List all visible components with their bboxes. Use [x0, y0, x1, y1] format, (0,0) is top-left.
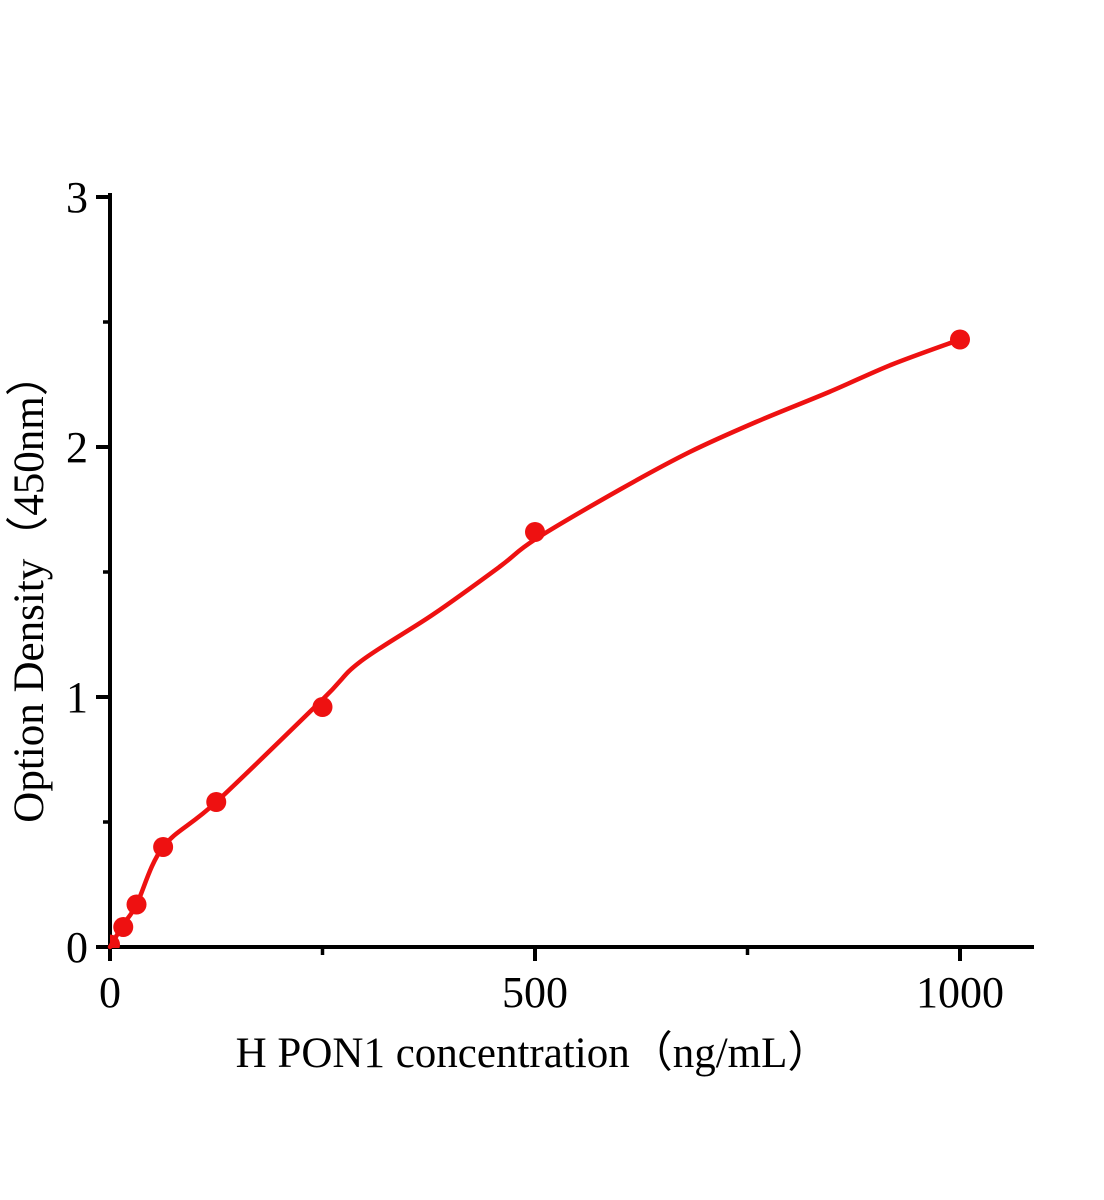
data-point-7 [950, 329, 970, 350]
data-points-0 [110, 329, 970, 948]
fit-curve-line-0 [107, 337, 963, 950]
data-point-1 [113, 917, 134, 937]
y-tick-label-2: 2 [66, 423, 88, 472]
data-point-6 [525, 522, 545, 542]
data-point-3 [153, 837, 174, 857]
tick-labels: 0 500 1000 0 1 2 3 [66, 173, 1004, 1017]
y-tick-label-1: 1 [66, 673, 88, 722]
data-point-2 [126, 894, 147, 915]
y-axis-title: Option Density（450nm） [6, 353, 53, 822]
x-tick-label-1: 500 [502, 968, 568, 1017]
data-point-4 [206, 792, 227, 812]
data-point-0 [110, 934, 120, 948]
x-axis-title: H PON1 concentration（ng/mL） [236, 1030, 831, 1077]
y-tick-label-3: 3 [66, 173, 88, 222]
axis-lines [108, 193, 1034, 949]
data-series [107, 329, 970, 950]
data-point-5 [312, 697, 333, 717]
axis-ticks [96, 195, 962, 961]
x-tick-label-0: 0 [99, 968, 121, 1017]
x-tick-label-2: 1000 [916, 968, 1004, 1017]
y-tick-label-0: 0 [66, 923, 88, 972]
